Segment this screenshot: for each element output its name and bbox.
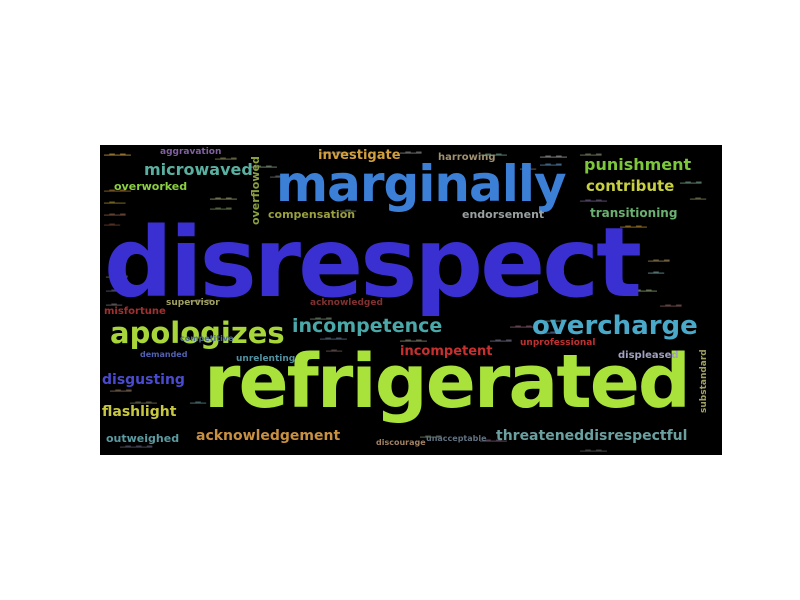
filler-word: ▁▂▁▂: [210, 202, 232, 210]
word-disrespect: disrespect: [104, 207, 642, 319]
word-discourage: discourage: [376, 438, 426, 447]
word-acknowledgement: acknowledgement: [196, 428, 341, 444]
word-unprofessional: unprofessional: [520, 338, 596, 348]
filler-word: ▁▂▁▂▁: [630, 284, 657, 292]
word-substandard: substandard: [699, 349, 709, 413]
word-unrelenting: unrelenting: [236, 354, 296, 364]
word-contribute: contribute: [586, 177, 675, 195]
filler-word: ▁▂▁▂: [545, 314, 567, 322]
filler-word: ▁▂▁▂: [400, 146, 422, 154]
word-aggravation: aggravation: [160, 147, 222, 157]
filler-word: ▁▂▁▂▁: [480, 434, 507, 442]
filler-word: ▁▂▁▁: [104, 196, 126, 204]
filler-word: ▁▂▁▂▁: [130, 396, 157, 404]
word-compensation: compensation: [268, 208, 356, 221]
word-incompetence: incompetence: [292, 315, 443, 337]
filler-word: ▁▂▁▂: [310, 312, 332, 320]
filler-word: ▁▂▁▂▁: [580, 444, 607, 452]
filler-word: ▁▂▁▂▁: [320, 332, 347, 340]
word-punishment: punishment: [584, 155, 692, 174]
word-overflowed: overflowed: [249, 156, 262, 225]
filler-word: ▁▂▁▂▁: [480, 148, 507, 156]
filler-word: ▁▂▁: [326, 344, 343, 352]
filler-word: ▁▂▁▂▁: [104, 184, 131, 192]
word-disgusting: disgusting: [102, 372, 185, 388]
word-overworked: overworked: [114, 180, 188, 193]
filler-word: ▁▂▁▂: [104, 208, 126, 216]
word-demanded: demanded: [140, 350, 188, 359]
word-displeased: displeased: [618, 350, 679, 361]
word-marginally: marginally: [276, 155, 567, 213]
filler-word: ▁▂▁: [270, 170, 287, 178]
filler-word: ▁▂▁: [520, 162, 537, 170]
word-apologizes: apologizes: [110, 316, 285, 350]
filler-word: ▁▂▁▂: [648, 254, 670, 262]
filler-word: ▁▂▁▂▁: [510, 320, 537, 328]
filler-word: ▁▂▁▂: [580, 148, 602, 156]
filler-word: ▁▂▁▂▁: [104, 148, 131, 156]
word-microwaved: microwaved: [144, 160, 253, 179]
word-competitive: competitive: [180, 334, 234, 343]
filler-word: ▁▂▁▂▁: [580, 194, 607, 202]
word-acknowledged: acknowledged: [310, 298, 383, 308]
filler-word: ▁▂▁: [648, 266, 665, 274]
filler-word: ▁▂▁: [190, 396, 207, 404]
filler-word: ▁▂▁▂▁: [106, 284, 133, 292]
word-threatened-disrespectful: threateneddisrespectful: [496, 428, 688, 444]
word-transitioning: transitioning: [590, 206, 678, 220]
filler-word: ▁▂▁▂▁: [210, 192, 237, 200]
word-misfortune: misfortune: [104, 306, 166, 317]
filler-word: ▁▂▁▂▁▁: [320, 146, 353, 154]
word-incompetent: incompetent: [400, 344, 493, 359]
word-unacceptable: unacceptable: [426, 434, 487, 443]
word-supervisor: supervisor: [166, 298, 220, 308]
filler-word: ▁▂▁▂▁▂: [120, 440, 153, 448]
filler-word: ▁▂▁: [690, 192, 707, 200]
filler-word: ▁▂▁▂: [215, 152, 237, 160]
filler-word: ▁▂▁▂: [540, 158, 562, 166]
filler-word: ▁▂▁: [104, 218, 121, 226]
word-harrowing: harrowing: [438, 152, 496, 163]
filler-word: ▁▂▁▂▁: [400, 334, 427, 342]
filler-word: ▁▂▁▂: [106, 270, 128, 278]
filler-word: ▁▂▁▂: [110, 384, 132, 392]
word-flashlight: flashlight: [102, 404, 177, 420]
filler-word: ▁▂▁: [340, 204, 357, 212]
filler-word: ▁▂▁▂▁: [620, 220, 647, 228]
filler-word: ▁▂▁▂: [660, 299, 682, 307]
word-cloud: ▁▂▁▂▁ ▁▂▁▂▁ ▁▂▁▁ ▁▂▁▂ ▁▂▁ ▁▂▁▂▁ ▁▂▁▂ ▁▂▁…: [100, 145, 722, 455]
filler-word: ▁▂▁: [106, 298, 123, 306]
filler-word: ▁▂▁▂: [680, 176, 702, 184]
word-overcharge: overcharge: [532, 311, 698, 341]
filler-word: ▁▂▁▂▁: [250, 160, 277, 168]
word-investigate: investigate: [318, 148, 401, 163]
filler-word: ▁▂▁▂: [490, 334, 512, 342]
word-outweighed: outweighed: [106, 432, 180, 445]
filler-word: ▁▂▁▂: [420, 430, 442, 438]
filler-word: ▁▂▁▂▁: [540, 150, 567, 158]
word-refrigerated: refrigerated: [204, 339, 691, 425]
word-endorsement: endorsement: [462, 208, 545, 221]
filler-word: ▁▂▁▂: [190, 294, 212, 302]
filler-word: ▁▂▁: [545, 326, 562, 334]
